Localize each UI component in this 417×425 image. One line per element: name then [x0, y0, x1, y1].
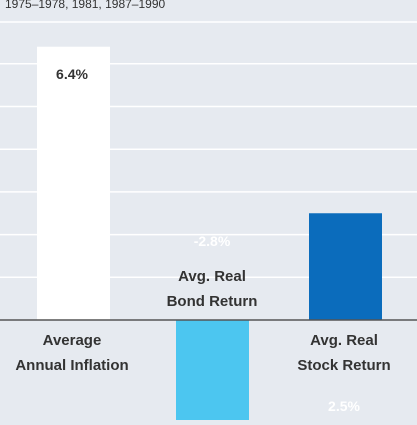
category-label-1-line-2: Annual Inflation — [15, 357, 128, 374]
category-label-2-line-2: Bond Return — [167, 293, 258, 310]
value-label-3: 2.5% — [328, 398, 360, 414]
bar-3 — [309, 213, 382, 320]
labels: 6.4% -2.8% 2.5% Average Annual Inflation Avg.… — [15, 66, 390, 414]
value-label-2: -2.8% — [194, 233, 231, 249]
category-label-3-line-2: Stock Return — [297, 357, 390, 374]
category-label-2-line-1: Avg. Real — [178, 268, 246, 285]
category-label-3-line-1: Avg. Real — [310, 332, 378, 349]
bar-2 — [176, 320, 249, 425]
bars — [0, 46, 417, 425]
chart-subtitle: 1975–1978, 1981, 1987–1990 — [5, 0, 165, 11]
category-label-1-line-1: Average — [43, 332, 102, 349]
bar-1 — [37, 46, 110, 320]
value-label-1: 6.4% — [56, 66, 88, 82]
